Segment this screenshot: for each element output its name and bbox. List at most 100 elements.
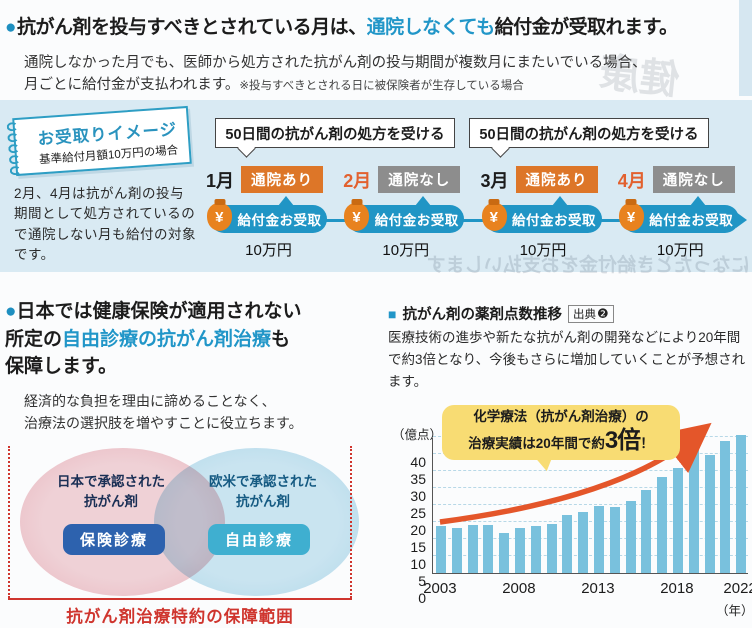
payout-pill: ¥ 給付金お受取	[207, 196, 327, 233]
chart-bar	[641, 490, 652, 573]
y-tick-label: 20	[410, 522, 426, 538]
chart-title: 抗がん剤の薬剤点数推移	[402, 307, 562, 323]
payout-slot: ¥ 給付金お受取 10万円	[340, 196, 477, 260]
chart-bar	[483, 524, 494, 573]
money-bag-icon: ¥	[618, 203, 644, 231]
x-tick-label: 2018	[660, 580, 694, 597]
payout-amount: 10万円	[519, 242, 567, 259]
timeline-month-group: 2月 通院なし	[340, 166, 477, 193]
venn-ellipse-western	[154, 448, 359, 596]
x-tick-label: 2003	[423, 580, 457, 597]
payout-timeline: 50日間の抗がん剤の処方を受ける 50日間の抗がん剤の処方を受ける 1月 通院あり…	[203, 100, 752, 272]
bullet-icon: ●	[5, 301, 17, 322]
section1-headline: ●抗がん剤を投与すべきとされている月は、通院しなくても給付金が受取れます。	[5, 12, 678, 39]
month-label: 1月	[206, 170, 235, 191]
chart-bar	[451, 528, 462, 573]
chart-bar	[467, 524, 478, 573]
source-badge: 出典 ❷	[567, 304, 614, 323]
timeline-arrow-icon	[736, 212, 747, 228]
x-tick-label: 2008	[502, 580, 536, 597]
payout-amount: 10万円	[245, 242, 292, 259]
x-tick-label: 2013	[581, 580, 615, 597]
badge-insured-care: 保険診療	[63, 524, 166, 555]
payout-slot: ¥ 給付金お受取 10万円	[478, 196, 615, 260]
month-label: 4月	[617, 170, 646, 191]
chart-description: 医療技術の進歩や新たな抗がん剤の開発などにより20年間で約3倍となり、今後もさら…	[388, 330, 746, 389]
money-bag-icon: ¥	[344, 203, 370, 231]
triple-emphasis: 3倍	[604, 426, 641, 454]
section2-heading: ●日本では健康保険が適用されない 所定の自由診療の抗がん剤治療も 保障します。	[5, 301, 302, 378]
y-tick-label: 35	[410, 471, 426, 487]
x-tick-label: 2022	[723, 580, 752, 597]
chart-bar	[499, 532, 510, 573]
timeline-month-group: 4月 通院なし	[615, 166, 752, 193]
headline-pre: 抗がん剤を投与すべきとされている月は、	[16, 17, 367, 38]
chart-bar	[515, 528, 525, 573]
payout-amount: 10万円	[656, 242, 704, 259]
visit-status-badge: 通院なし	[652, 166, 735, 193]
gridline	[433, 470, 748, 471]
chart-title-row: ■ 抗がん剤の薬剤点数推移 出典 ❷	[388, 303, 614, 324]
x-axis-unit: （年）	[716, 604, 752, 618]
coverage-caption: 抗がん剤治療特約の保障範囲	[66, 608, 294, 626]
bullet-icon: ●	[5, 17, 16, 38]
section1-body: 通院しなかった月でも、医師から処方された抗がん剤の投与期間が複数月にまたいでいる…	[24, 52, 734, 97]
coverage-venn-diagram: 日本で承認された 抗がん剤 欧米で承認された 抗がん剤 保険診療 自由診療 抗が…	[8, 440, 359, 628]
y-axis-unit: （億点）	[392, 428, 443, 442]
timeline-month-group: 3月 通院あり	[478, 166, 615, 193]
section2-body: 経済的な負担を理由に諦めることなく、 治療法の選択肢を増やすことに役立ちます。	[24, 393, 303, 432]
payout-example-note: お受取りイメージ 基準給付月額10万円の場合	[6, 105, 192, 177]
y-tick-label: 0	[418, 590, 426, 606]
payout-slot: ¥ 給付金お受取 10万円	[203, 196, 340, 260]
y-tick-label: 25	[410, 505, 426, 521]
venn-label-japan: 日本で承認された 抗がん剤	[57, 474, 165, 510]
chart-bar	[688, 447, 699, 573]
chart-bar	[546, 524, 557, 573]
visit-status-badge: 通院なし	[378, 166, 461, 193]
badge-free-care: 自由診療	[208, 524, 311, 555]
page-edge-strip	[739, 0, 752, 96]
payout-label: 給付金お受取	[649, 213, 734, 228]
month-label: 3月	[480, 170, 509, 191]
square-bullet-icon: ■	[388, 305, 397, 322]
payout-pill: ¥ 給付金お受取	[481, 196, 602, 233]
headline-highlight: 通院しなくても	[366, 17, 495, 38]
coverage-bracket-right	[350, 446, 352, 598]
chart-bar	[625, 500, 636, 573]
y-tick-label: 5	[418, 573, 426, 589]
visit-status-badge: 通院あり	[515, 166, 598, 193]
chart-annotation-callout: 化学療法（抗がん剤治療）の 治療実績は20年間で約 3倍！	[442, 405, 680, 473]
source-number-icon: ❷	[596, 305, 609, 321]
prescription-callout-2: 50日間の抗がん剤の処方を受ける	[469, 118, 709, 158]
chart-bar	[578, 511, 589, 573]
coverage-bracket-line	[8, 598, 352, 600]
month-label: 2月	[343, 170, 372, 191]
coverage-bracket-left	[8, 446, 10, 598]
visit-status-badge: 通院あり	[241, 166, 324, 193]
payout-amount: 10万円	[382, 242, 430, 259]
chart-bar	[657, 476, 668, 573]
section1-body-note: ※投与すべきとされる日に被保険者が生存している場合	[239, 80, 524, 93]
payout-slot: ¥ 給付金お受取 10万円	[615, 196, 752, 260]
chart-bar	[673, 468, 683, 573]
y-tick-label: 30	[410, 488, 426, 504]
chart-bar	[562, 514, 573, 573]
payout-pill: ¥ 給付金お受取	[618, 196, 739, 233]
chart-bar	[530, 526, 541, 573]
gridline	[433, 504, 748, 505]
chart-bar	[736, 434, 747, 573]
chart-bar	[720, 441, 731, 573]
venn-label-western: 欧米で承認された 抗がん剤	[209, 474, 317, 510]
spiral-binding-icon	[6, 121, 22, 176]
chart-bar	[704, 455, 715, 573]
timeline-pill-row: ¥ 給付金お受取 10万円 ¥ 給付金お受取 10万円 ¥ 給付金お受取 10万円 ¥ 給付金お受取…	[203, 196, 752, 260]
gridline	[433, 555, 748, 556]
heading-highlight: 自由診療の抗がん剤治療	[62, 328, 272, 350]
payout-pill: ¥ 給付金お受取	[344, 196, 465, 233]
prescription-callout-1: 50日間の抗がん剤の処方を受ける	[215, 118, 455, 158]
payout-label: 給付金お受取	[237, 213, 322, 228]
section1-body-line1: 通院しなかった月でも、医師から処方された抗がん剤の投与期間が複数月にまたいでいる…	[24, 55, 647, 71]
chart-bar	[594, 506, 604, 573]
